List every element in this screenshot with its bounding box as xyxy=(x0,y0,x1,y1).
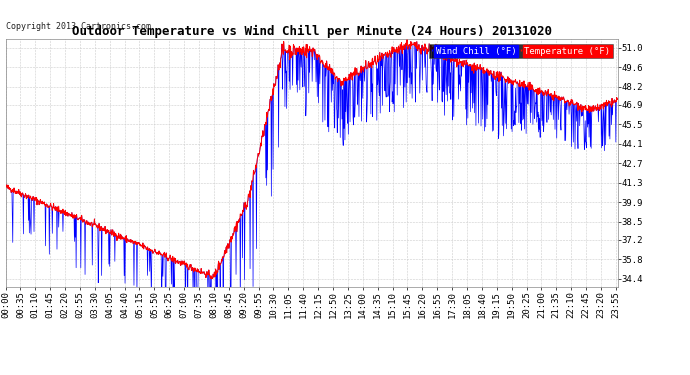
Title: Outdoor Temperature vs Wind Chill per Minute (24 Hours) 20131020: Outdoor Temperature vs Wind Chill per Mi… xyxy=(72,25,551,38)
Legend: Wind Chill (°F), Temperature (°F): Wind Chill (°F), Temperature (°F) xyxy=(429,44,613,58)
Text: Copyright 2013 Cartronics.com: Copyright 2013 Cartronics.com xyxy=(6,22,150,31)
